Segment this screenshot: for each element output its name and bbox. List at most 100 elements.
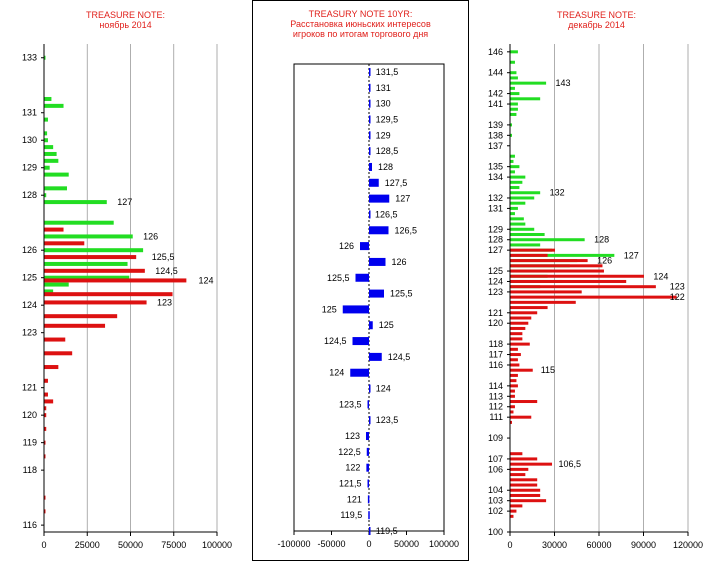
y-tick-label: 133 bbox=[22, 53, 37, 63]
bar bbox=[510, 165, 520, 169]
bar bbox=[510, 212, 515, 216]
y-tick-label: 114 bbox=[489, 381, 503, 391]
bar bbox=[510, 379, 517, 383]
bar bbox=[367, 479, 369, 488]
bar bbox=[510, 180, 523, 184]
bar bbox=[352, 337, 369, 346]
chart-panel-november: TREASURE NOTE: ноябрь 2014 0 25000 50000 75… bbox=[0, 0, 251, 564]
x-tick-label: 0 bbox=[366, 539, 371, 549]
bar bbox=[510, 50, 518, 54]
chart-title-line: TREASURY NOTE 10YR: bbox=[308, 9, 413, 19]
bar bbox=[510, 123, 512, 127]
bar bbox=[366, 447, 369, 456]
bar bbox=[510, 71, 517, 75]
strike-label: 125 bbox=[322, 304, 337, 314]
bar bbox=[510, 112, 517, 116]
data-label: 124,5 bbox=[155, 266, 178, 276]
bar bbox=[510, 285, 656, 289]
bar bbox=[44, 509, 46, 514]
bar bbox=[510, 389, 515, 393]
bar bbox=[510, 316, 532, 320]
bar bbox=[510, 201, 526, 205]
y-tick-label: 102 bbox=[488, 506, 503, 516]
bar bbox=[366, 463, 369, 472]
bar bbox=[510, 368, 533, 372]
bar bbox=[44, 323, 106, 328]
bar bbox=[44, 165, 50, 170]
bar bbox=[44, 365, 59, 370]
bar bbox=[510, 107, 518, 111]
x-tick-label: 100000 bbox=[202, 540, 232, 550]
bar bbox=[44, 278, 187, 283]
bar bbox=[510, 394, 515, 398]
chart-title: TREASURE NOTE: ноябрь 2014 bbox=[0, 10, 251, 30]
data-label: 125,5 bbox=[152, 252, 175, 262]
chart-panel-december: TREASURE NOTE: декабрь 2014 0 30000 60000 9… bbox=[470, 0, 723, 564]
y-tick-label: 107 bbox=[488, 454, 503, 464]
chart-subtitle-line: декабрь 2014 bbox=[568, 20, 625, 30]
chart-subtitle-line-2: игроков по итогам торгового дня bbox=[292, 29, 429, 39]
y-tick-label: 104 bbox=[488, 485, 503, 495]
bar bbox=[510, 473, 526, 477]
y-tick-label: 123 bbox=[22, 328, 37, 338]
bar bbox=[44, 193, 47, 198]
bar bbox=[510, 248, 555, 252]
bar bbox=[510, 279, 627, 283]
strike-label: 123,5 bbox=[339, 399, 362, 409]
y-tick-label: 106 bbox=[488, 464, 503, 474]
bar bbox=[369, 289, 384, 298]
x-tick-label: 120000 bbox=[673, 540, 703, 550]
bar bbox=[510, 483, 538, 487]
bar bbox=[510, 253, 548, 257]
y-tick-label: 131 bbox=[22, 108, 37, 118]
bar bbox=[369, 194, 390, 203]
strike-label: 122 bbox=[345, 463, 360, 473]
bar bbox=[44, 96, 52, 101]
data-label: 115 bbox=[541, 365, 555, 375]
data-label: 126 bbox=[143, 231, 158, 241]
x-tick-label: 75000 bbox=[161, 540, 186, 550]
strike-label: 129,5 bbox=[376, 114, 399, 124]
bar bbox=[44, 138, 48, 143]
data-label: 124 bbox=[199, 275, 214, 285]
y-tick-label: 116 bbox=[23, 520, 37, 530]
y-tick-label: 125 bbox=[22, 273, 37, 283]
strike-label: 119,5 bbox=[376, 526, 398, 536]
strike-label: 123 bbox=[345, 431, 360, 441]
bar bbox=[510, 191, 541, 195]
y-tick-label: 117 bbox=[489, 350, 503, 360]
chart-title: TREASURE NOTE: декабрь 2014 bbox=[470, 10, 723, 30]
bar bbox=[510, 222, 526, 226]
y-tick-label: 129 bbox=[22, 163, 37, 173]
x-tick-label: 0 bbox=[41, 540, 46, 550]
bar bbox=[510, 478, 538, 482]
strike-label: 126,5 bbox=[375, 209, 398, 219]
bar bbox=[510, 373, 518, 377]
y-tick-label: 121 bbox=[488, 308, 503, 318]
bar bbox=[510, 514, 514, 518]
chart-panel-june-interest: TREASURY NOTE 10YR: Расстановка июньских… bbox=[252, 0, 469, 561]
y-tick-label: 120 bbox=[488, 318, 503, 328]
x-tick-label: 100000 bbox=[429, 539, 459, 549]
bar bbox=[510, 295, 677, 299]
bar bbox=[510, 493, 541, 497]
strike-label: 126 bbox=[339, 241, 354, 251]
strike-label: 127 bbox=[395, 194, 410, 204]
y-tick-label: 141 bbox=[488, 99, 503, 109]
y-tick-label: 127 bbox=[488, 245, 503, 255]
y-tick-label: 111 bbox=[489, 412, 503, 422]
y-tick-label: 100 bbox=[488, 527, 503, 537]
x-tick-label: 90000 bbox=[631, 540, 656, 550]
y-tick-label: 124 bbox=[22, 300, 37, 310]
bar bbox=[44, 351, 73, 356]
data-label: 126 bbox=[597, 256, 612, 266]
data-label: 128 bbox=[594, 235, 609, 245]
strike-label: 125,5 bbox=[390, 289, 413, 299]
bar bbox=[367, 400, 369, 409]
y-tick-label: 142 bbox=[488, 89, 503, 99]
strike-label: 125 bbox=[379, 320, 394, 330]
bar bbox=[510, 196, 535, 200]
bar bbox=[510, 76, 518, 80]
strike-label: 131,5 bbox=[376, 67, 399, 77]
